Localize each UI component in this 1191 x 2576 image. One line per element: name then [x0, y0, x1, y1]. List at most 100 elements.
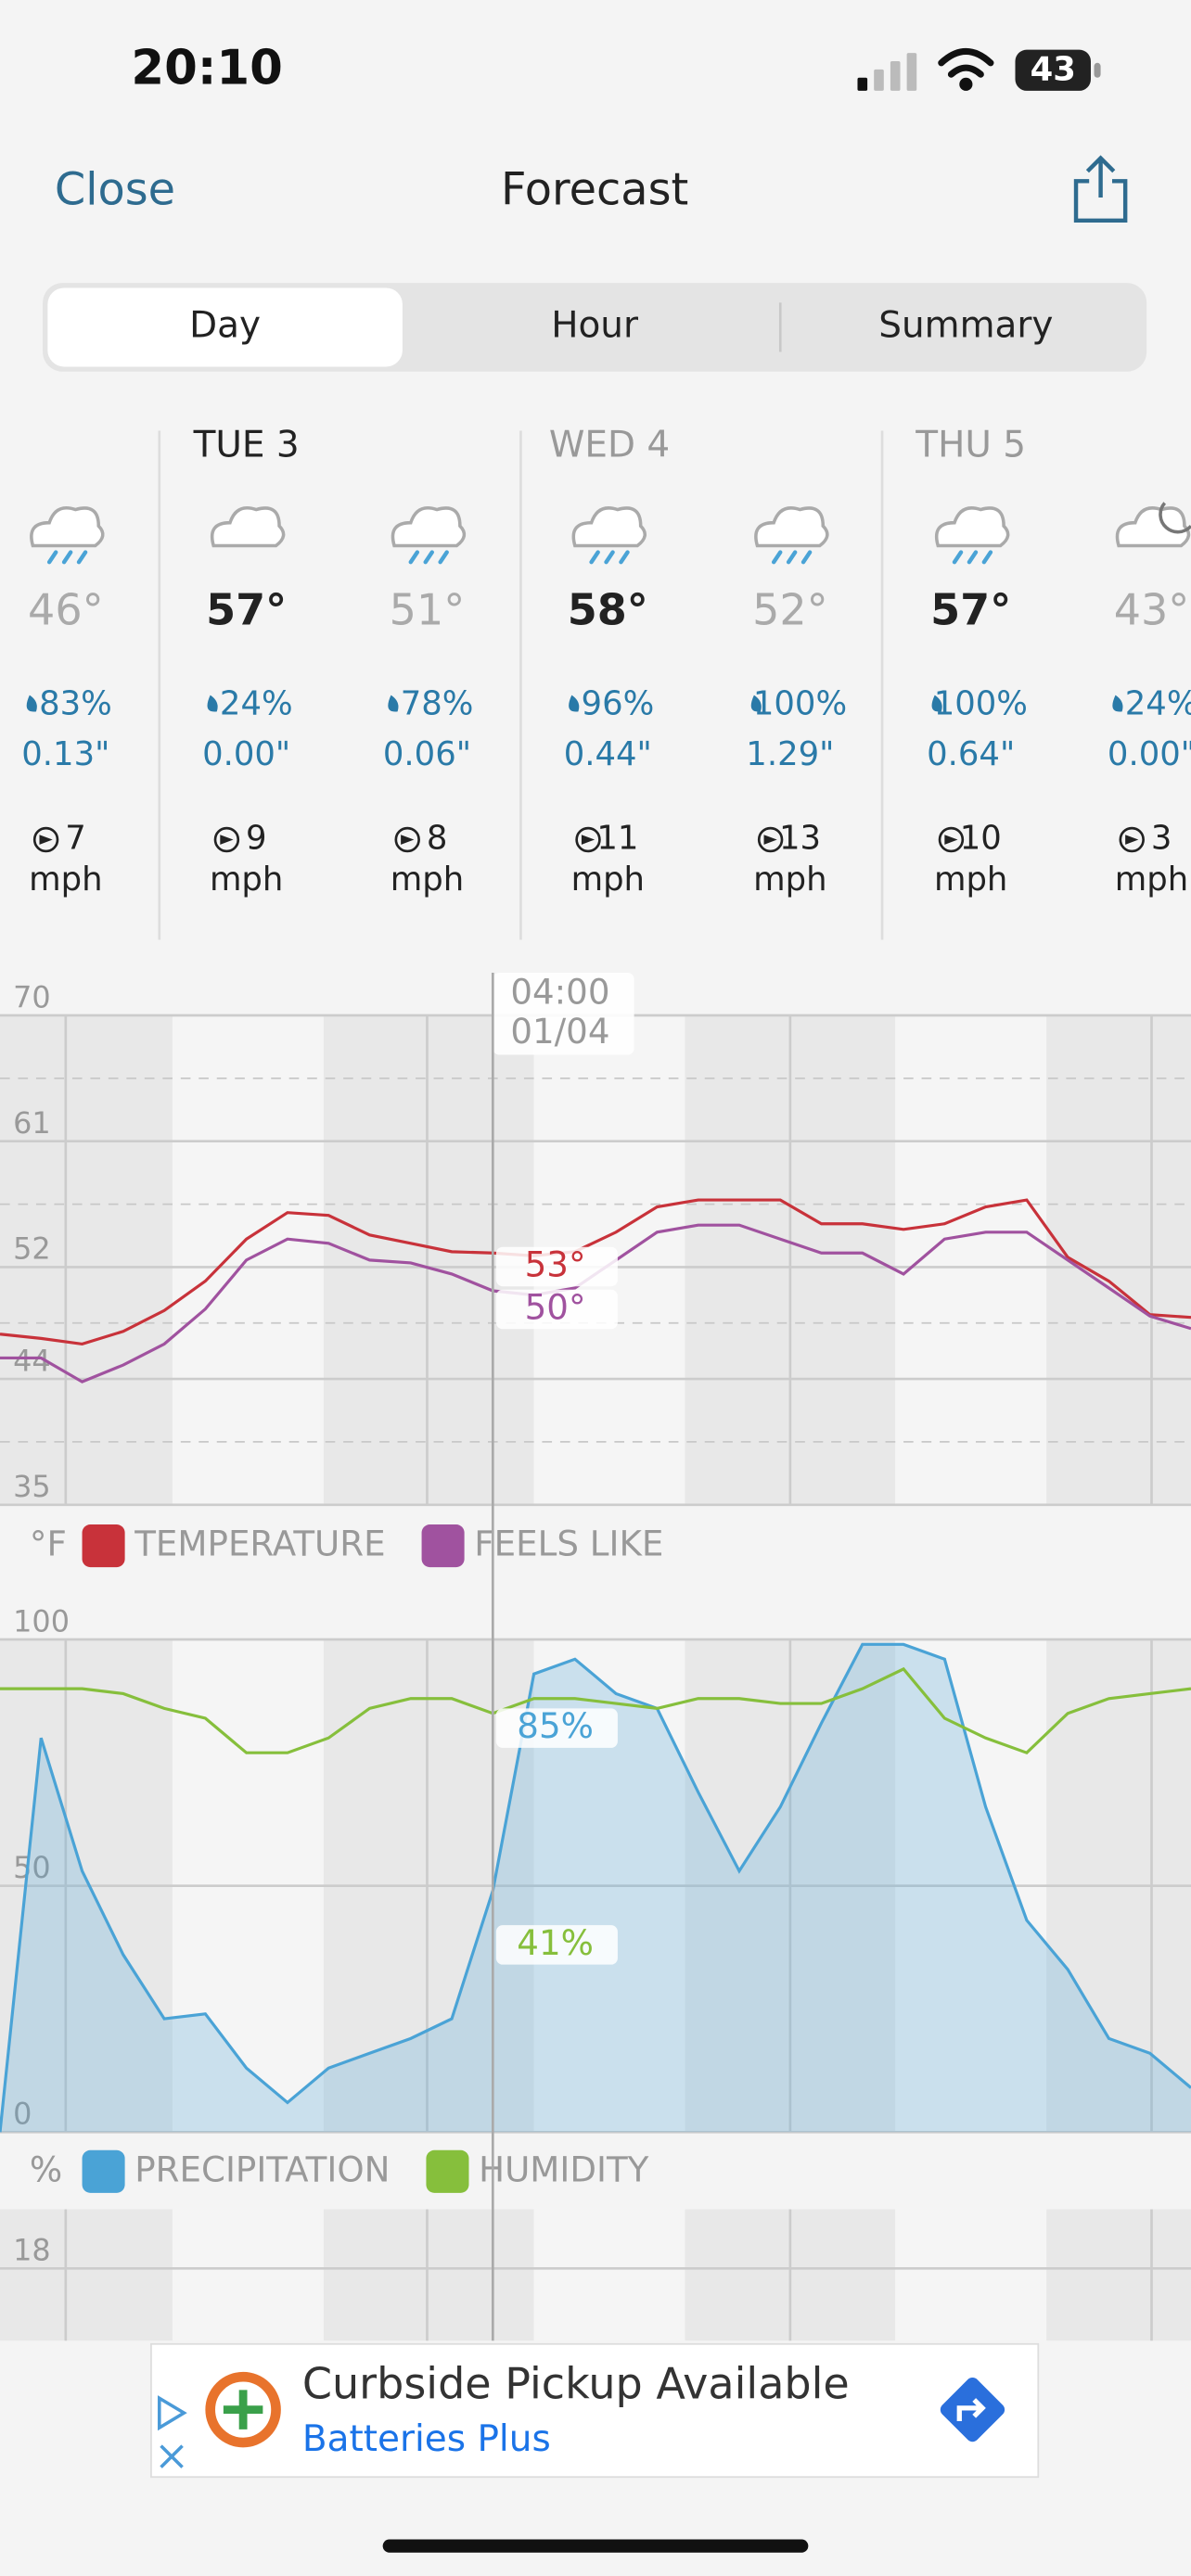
rain-drop [423, 550, 434, 565]
y-tick-label: 70 [13, 979, 51, 1014]
drop-icon [388, 695, 399, 712]
annotation: 53° [525, 1243, 586, 1284]
legend-swatch [426, 2149, 469, 2193]
series-line [0, 1198, 1191, 1346]
precip-amount: 0.06" [383, 735, 471, 773]
wind-icon [32, 826, 59, 853]
period-temp: 58° [568, 585, 648, 635]
period-temp: 52° [752, 585, 828, 635]
tab[interactable]: Hour [551, 304, 639, 346]
precip-amount: 0.00" [202, 735, 290, 773]
close-button[interactable]: Close [55, 165, 175, 216]
wind-icon [757, 826, 784, 853]
legend-swatch [82, 1524, 125, 1568]
wind-icon [394, 826, 420, 853]
wind-unit: mph [29, 861, 102, 899]
y-unit: % [30, 2149, 62, 2189]
wind-icon [1119, 826, 1145, 853]
annotation-box [495, 1289, 618, 1330]
time-band [0, 2209, 173, 2341]
time-band [0, 1015, 173, 1505]
time-band [895, 2209, 1047, 2341]
annotation: 85% [517, 1705, 594, 1746]
period-temp: 57° [930, 585, 1011, 635]
rain-drop [800, 550, 813, 565]
rain-drop [46, 550, 58, 565]
ad-choices[interactable] [158, 2395, 187, 2468]
rain-drop [786, 550, 798, 565]
signal-icon [857, 53, 917, 91]
wind-speed: 13 [779, 820, 821, 858]
legend-label: TEMPERATURE [134, 1524, 385, 1564]
rain-drop [408, 550, 420, 565]
rain-drop [771, 550, 783, 565]
y-tick-label: 35 [13, 1469, 51, 1504]
y-tick-label: 52 [13, 1231, 51, 1267]
wind-arrow [1125, 835, 1139, 845]
precip-amount: 1.29" [746, 735, 834, 773]
tab[interactable]: Day [189, 304, 261, 346]
y-unit: °F [30, 1524, 67, 1564]
ad-banner[interactable] [150, 2342, 1040, 2479]
moon-icon [1159, 502, 1191, 534]
wind-icon [213, 826, 240, 853]
drop-icon [207, 695, 218, 712]
wind-arrow [944, 835, 958, 845]
y-tick-label: 0 [13, 2097, 32, 2132]
annotation-box [495, 1246, 618, 1287]
time-band [533, 2209, 685, 2341]
time-band [172, 2209, 324, 2341]
series-area [0, 1644, 1191, 2133]
weather-icon [934, 505, 1010, 548]
precip-amount: 0.13" [21, 735, 109, 773]
wind-arrow [581, 835, 596, 845]
wifi-icon [938, 48, 994, 91]
legend-label: FEELS LIKE [474, 1524, 663, 1564]
drop-icon [750, 695, 762, 712]
y-tick-label: 61 [13, 1105, 51, 1141]
ad-logo [205, 2371, 281, 2448]
weather-icon [571, 505, 647, 548]
share-button[interactable] [1073, 155, 1128, 223]
wind-unit: mph [571, 861, 645, 899]
cursor-label: 01/04 [510, 1011, 609, 1052]
legend-swatch [82, 2149, 125, 2193]
drop-icon [931, 695, 942, 712]
rain-drop [61, 550, 73, 565]
tab[interactable]: Summary [878, 304, 1053, 346]
ad-advertiser: Batteries Plus [302, 2418, 551, 2460]
battery-icon [1015, 49, 1091, 91]
battery-tip [1094, 62, 1101, 78]
nav-title: Forecast [501, 165, 688, 216]
rain-drop [589, 550, 600, 565]
weather-icon [754, 505, 829, 548]
period-temp: 46° [28, 585, 104, 635]
y-tick-label: 50 [13, 1850, 51, 1885]
precip-chance: 96% [582, 684, 655, 722]
weather-icon [391, 505, 467, 548]
rain-drop [619, 550, 630, 565]
legend-label: HUMIDITY [479, 2149, 649, 2189]
y-tick-label: 18 [13, 2233, 51, 2268]
selected-segment [47, 287, 403, 367]
annotation: 50° [525, 1287, 586, 1328]
wind-unit: mph [210, 861, 283, 899]
day-label: THU 5 [915, 425, 1026, 466]
wind-arrow [763, 835, 777, 845]
wind-unit: mph [1115, 861, 1188, 899]
time-band [1046, 2209, 1191, 2341]
legend-label: PRECIPITATION [134, 2149, 390, 2189]
precip-chance: 78% [401, 684, 474, 722]
wind-unit: mph [391, 861, 464, 899]
battery-level: 43 [1031, 51, 1076, 89]
ad-direction-button[interactable] [938, 2375, 1007, 2444]
legend-swatch [421, 1524, 465, 1568]
time-band [323, 2209, 534, 2341]
wind-unit: mph [753, 861, 826, 899]
day-label: WED 4 [549, 425, 670, 466]
y-tick-label: 100 [13, 1603, 70, 1639]
precip-chance: 83% [39, 684, 112, 722]
